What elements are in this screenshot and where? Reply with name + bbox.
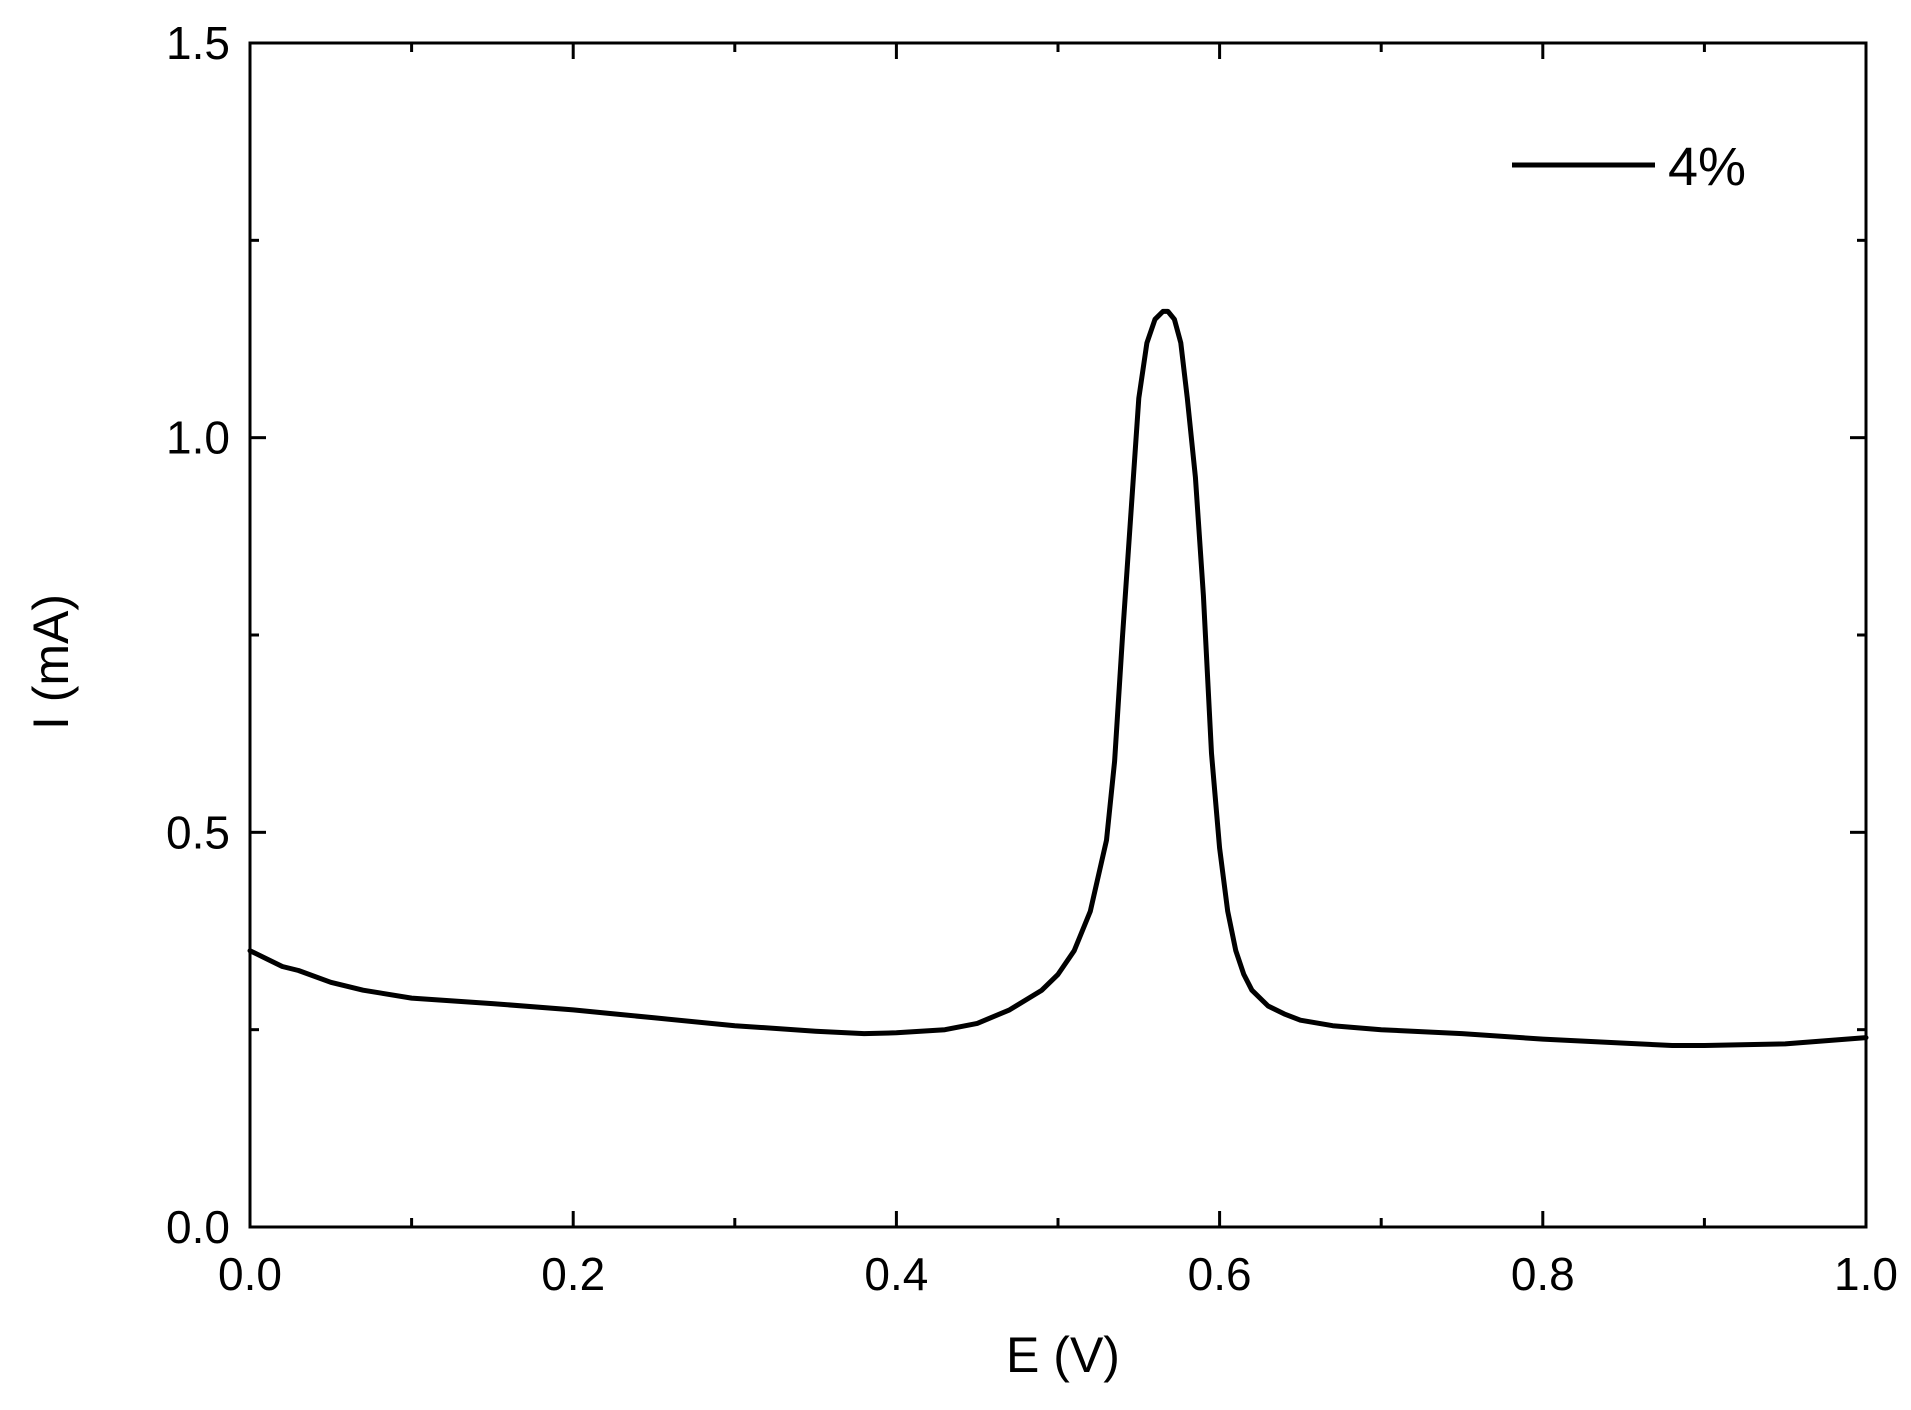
labels-layer: 0.0 0.2 0.4 0.6 0.8 1.0 0.0 0.5 1.0 1.5 (166, 17, 1898, 1300)
y-tick-label: 0.0 (166, 1201, 230, 1253)
x-tick-label: 0.6 (1188, 1248, 1252, 1300)
x-tick-label: 1.0 (1834, 1248, 1898, 1300)
y-tick-label: 1.5 (166, 17, 230, 69)
y-axis-title: I (mA) (23, 594, 79, 730)
x-tick-label: 0.0 (218, 1248, 282, 1300)
legend: 4% (1512, 137, 1746, 197)
plot-layer (247, 41, 1869, 1229)
y-tick-label: 1.0 (166, 412, 230, 464)
x-tick-label: 0.8 (1511, 1248, 1575, 1300)
y-tick-label: 0.5 (166, 806, 230, 858)
legend-label: 4% (1668, 137, 1746, 197)
x-axis-title: E (V) (1006, 1327, 1120, 1383)
ticks-layer (248, 41, 1868, 1229)
plot-frame (248, 41, 1868, 1229)
series-line-0 (247, 308, 1869, 1048)
x-tick-label: 0.4 (864, 1248, 928, 1300)
x-tick-label: 0.2 (541, 1248, 605, 1300)
